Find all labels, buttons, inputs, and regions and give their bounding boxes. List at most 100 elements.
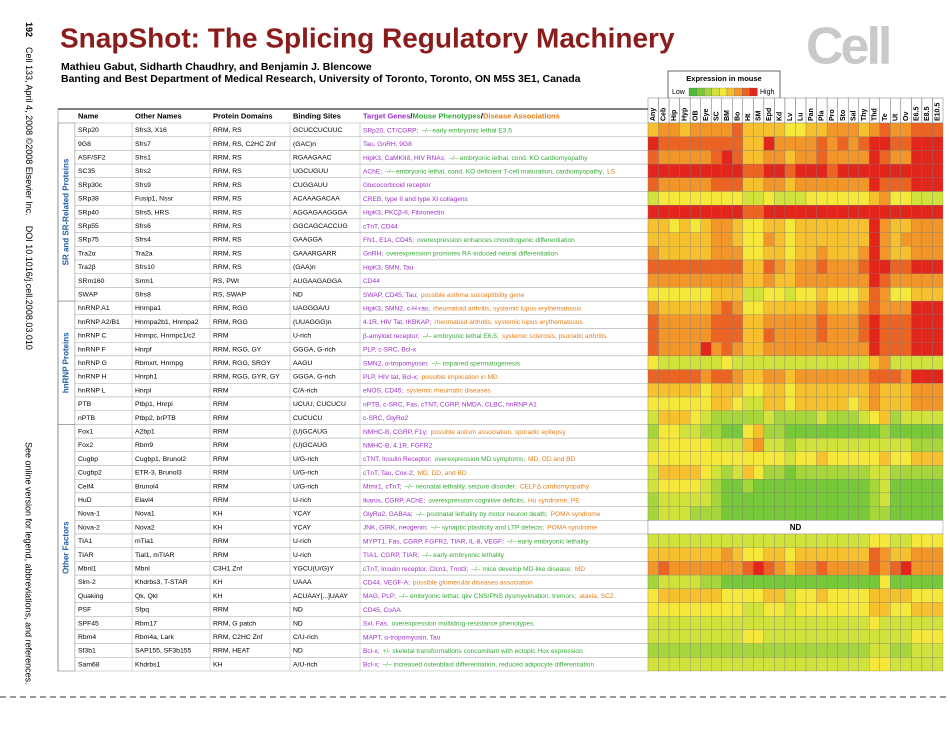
heat-cell (774, 657, 786, 672)
heat-cell (869, 396, 880, 411)
heat-cell (679, 369, 691, 384)
heat-cell (721, 232, 733, 247)
heat-cell (742, 150, 754, 165)
heat-cell (711, 533, 722, 548)
heat-cell (826, 437, 838, 452)
cell-domains: RRM, RS (213, 196, 242, 203)
target-p: +/- skeletal transformations concomitant… (382, 648, 583, 655)
heat-cell (921, 150, 933, 165)
heat-cell (900, 369, 912, 384)
heat-cell (921, 300, 933, 315)
heat-cell (805, 424, 817, 439)
target-cell: Bcl-x; +/- skeletal transformations conco… (363, 648, 583, 655)
target-p: –/– early embryonic lethal E3.5 (421, 127, 512, 134)
heat-cell (732, 122, 743, 137)
target-t: FN1, E1A, CD45; (363, 237, 414, 244)
target-d: possible glomerular diseases association (413, 579, 533, 586)
heat-cell (742, 533, 754, 548)
cell-other: Sfrs10 (135, 264, 155, 271)
tissue-label: Bo (734, 112, 741, 121)
tissue-label: Ut (892, 113, 899, 121)
heat-cell (816, 150, 828, 165)
heat-cell (774, 314, 786, 329)
target-t: Glucocorticoid receptor (363, 182, 432, 189)
heat-cell (668, 616, 680, 631)
heat-cell (837, 259, 849, 274)
cell-name: hnRNP C (78, 333, 107, 340)
heat-cell (721, 136, 733, 151)
heat-cell (774, 273, 786, 288)
heat-cell (890, 643, 902, 658)
heat-cell (763, 602, 775, 617)
cell-name: Quaking (78, 593, 104, 600)
target-t: Ikaros, CGRP, AChE; (363, 497, 425, 504)
heat-cell (837, 533, 849, 548)
heat-cell (816, 602, 828, 617)
heat-cell (668, 410, 680, 425)
cell-domains: RRM, G patch (213, 620, 256, 627)
heat-cell (689, 163, 701, 178)
heat-cell (921, 451, 933, 466)
heat-cell (658, 643, 670, 658)
heat-cell (816, 191, 828, 206)
cell-binding: CUCUCU (293, 415, 323, 422)
heat-cell (795, 369, 807, 384)
legend-swatch (719, 87, 728, 97)
tissue-label: Hyp (682, 108, 689, 121)
heat-cell (890, 451, 902, 466)
heat-cell (711, 588, 722, 603)
heat-cell (700, 136, 712, 151)
heat-cell (689, 191, 701, 206)
heat-cell (647, 163, 659, 178)
target-cell: JNK, GIRK, neogenin; –/– synaptic plastic… (363, 524, 597, 531)
heat-cell (784, 533, 796, 548)
heat-cell (890, 629, 902, 644)
heat-cell (784, 150, 796, 165)
heat-cell (742, 588, 754, 603)
heat-cell (763, 506, 775, 521)
heat-cell (774, 191, 786, 206)
heat-cell (837, 232, 849, 247)
heat-cell (658, 465, 670, 480)
heat-cell (774, 424, 786, 439)
heat-cell (848, 424, 859, 439)
heat-cell (700, 396, 712, 411)
heat-cell (763, 246, 775, 261)
heat-cell (911, 314, 923, 329)
heat-cell (890, 328, 902, 343)
heat-cell (711, 122, 722, 137)
heat-cell (647, 533, 659, 548)
heat-cell (858, 410, 870, 425)
target-cell: MAG, PLP; –/– embryonic lethal, qkv CNS/P… (363, 593, 614, 600)
heat-cell (869, 177, 880, 192)
heat-cell (805, 657, 817, 672)
cell-name: Sam68 (78, 661, 100, 668)
heat-cell (753, 643, 765, 658)
heat-cell (805, 246, 817, 261)
heat-cell (858, 479, 870, 494)
heat-cell (700, 355, 712, 370)
heat-cell (753, 259, 765, 274)
cell-other: Tra2a (135, 250, 153, 257)
heat-cell (869, 273, 880, 288)
heat-cell (900, 547, 912, 562)
heat-cell (932, 259, 944, 274)
heat-cell (879, 629, 891, 644)
heat-cell (753, 314, 765, 329)
heat-cell (816, 369, 828, 384)
heat-cell (732, 273, 743, 288)
heat-cell (848, 506, 859, 521)
heat-cell (816, 342, 828, 357)
heat-cell (900, 136, 912, 151)
heat-cell (932, 246, 944, 261)
cell-binding: (U)GCAUG (293, 429, 327, 436)
heat-cell (932, 547, 944, 562)
heat-cell (763, 136, 775, 151)
heat-cell (711, 643, 722, 658)
heat-cell (774, 561, 786, 576)
heat-cell (816, 629, 828, 644)
heat-cell (900, 163, 912, 178)
heat-cell (763, 314, 775, 329)
heat-cell (721, 355, 733, 370)
heat-cell (711, 218, 722, 233)
